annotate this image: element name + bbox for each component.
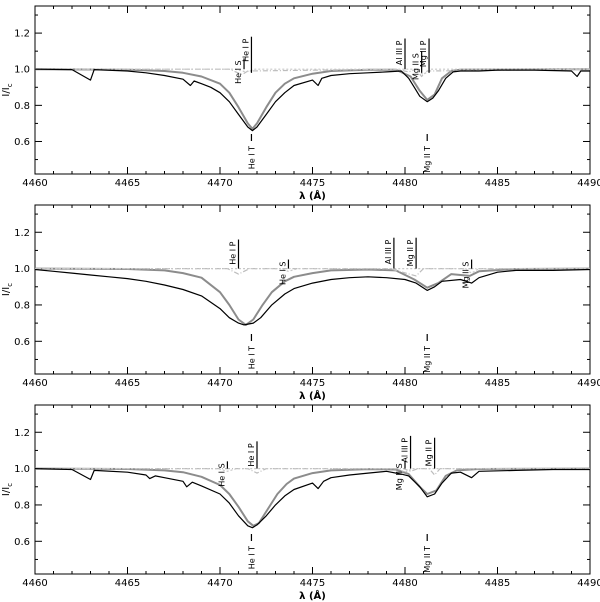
y-tick-label: 0.6 (14, 337, 30, 348)
plot-frame (34, 5, 591, 175)
chart-panel-2: 4460 4465 4470 4475 4480 4485 4490 0.6 0.8 1.0 1.2… (1, 204, 600, 402)
y-tick-label: 0.8 (14, 101, 30, 112)
x-tick-label: 4475 (300, 378, 325, 389)
model-spectrum-line-3 (35, 468, 590, 473)
y-tick-label: 0.8 (14, 300, 30, 311)
x-tick-label: 4460 (22, 378, 47, 389)
x-tick-label: 4470 (207, 578, 232, 589)
model-spectrum-line-2 (35, 68, 590, 78)
line-id-label: Al III P (384, 240, 393, 265)
x-axis-title: λ (Å) (299, 589, 326, 602)
line-id-label: Al III P (401, 438, 410, 463)
x-tick-label: 4475 (300, 178, 325, 189)
plot-frame (34, 204, 591, 375)
y-tick-label: 1.0 (14, 264, 30, 275)
line-id-label: Mg II P (406, 240, 415, 267)
observed-spectrum-line (35, 468, 590, 529)
y-tick-label: 1.0 (14, 464, 30, 475)
line-id-label: He I S (278, 262, 287, 285)
y-tick-label: 0.6 (14, 537, 30, 548)
line-id-label: He I S (217, 463, 226, 486)
x-tick-label: 4475 (300, 578, 325, 589)
model-spectrum-line-1 (35, 467, 590, 527)
y-axis-title: I/Ic (1, 283, 14, 296)
x-tick-label: 4485 (485, 578, 510, 589)
y-axis-title-main: I/I (1, 87, 12, 96)
chart-panel-1: 4460 4465 4470 4475 4480 4485 4490 0.6 0.8 1.0 1.2… (1, 5, 600, 202)
line-id-label: He I P (229, 241, 238, 264)
y-axis-title-subscript: c (6, 283, 14, 287)
observed-spectrum-line (35, 268, 590, 326)
data-layer (35, 68, 590, 132)
x-tick-label: 4490 (577, 178, 600, 189)
x-axis-title: λ (Å) (299, 389, 326, 402)
line-id-label-bottom: Mg II T (423, 146, 432, 173)
y-axis-title-subscript: c (6, 483, 14, 487)
y-tick-label: 1.0 (14, 65, 30, 76)
line-id-label-bottom: Mg II T (423, 346, 432, 373)
line-id-label: Al III P (395, 40, 404, 65)
y-tick-label: 1.2 (14, 228, 30, 239)
x-tick-label: 4485 (485, 178, 510, 189)
x-tick-label: 4465 (115, 178, 140, 189)
x-tick-label: 4490 (577, 578, 600, 589)
chart-panel-3: 4460 4465 4470 4475 4480 4485 4490 0.6 0.8 1.0 1.2… (1, 404, 600, 602)
y-axis-title-main: I/I (1, 487, 12, 496)
line-id-label: Mg II S (462, 262, 471, 289)
data-layer (35, 267, 590, 326)
model-spectrum-line-1 (35, 68, 590, 130)
x-tick-label: 4470 (207, 378, 232, 389)
x-tick-label: 4465 (115, 378, 140, 389)
line-id-label: Mg II S (412, 53, 421, 80)
y-axis-title: I/Ic (1, 83, 14, 96)
y-axis-title-subscript: c (6, 83, 14, 87)
y-tick-label: 1.2 (14, 29, 30, 40)
line-id-label: He I P (241, 39, 250, 62)
x-tick-label: 4480 (392, 378, 417, 389)
line-id-label-bottom: Mg II T (423, 546, 432, 573)
observed-spectrum-line (35, 68, 590, 132)
line-id-label-bottom: He I T (247, 146, 256, 169)
x-tick-label: 4480 (392, 178, 417, 189)
x-tick-label: 4490 (577, 378, 600, 389)
y-axis-title: I/Ic (1, 483, 14, 496)
line-id-label: He I S (234, 60, 243, 83)
line-id-label-bottom: He I T (247, 546, 256, 569)
plot-frame (34, 404, 591, 575)
line-id-label: He I P (247, 443, 256, 466)
x-tick-label: 4460 (22, 578, 47, 589)
x-tick-label: 4480 (392, 578, 417, 589)
x-tick-label: 4465 (115, 578, 140, 589)
x-tick-label: 4485 (485, 378, 510, 389)
x-axis-title: λ (Å) (299, 189, 326, 202)
x-tick-label: 4470 (207, 178, 232, 189)
model-spectrum-line-2 (35, 268, 590, 277)
model-spectrum-line-3 (35, 268, 590, 274)
line-id-label: Mg II S (395, 463, 404, 490)
y-tick-label: 1.2 (14, 428, 30, 439)
x-tick-label: 4460 (22, 178, 47, 189)
y-axis-title-main: I/I (1, 287, 12, 296)
model-spectrum-line-3 (35, 68, 590, 76)
data-layer (35, 467, 590, 529)
model-spectrum-line-1 (35, 267, 590, 326)
line-id-label: Mg II P (425, 440, 434, 467)
line-id-label-bottom: He I T (247, 346, 256, 369)
line-id-label: Mg II P (419, 40, 428, 67)
y-tick-label: 0.6 (14, 137, 30, 148)
y-tick-label: 0.8 (14, 500, 30, 511)
